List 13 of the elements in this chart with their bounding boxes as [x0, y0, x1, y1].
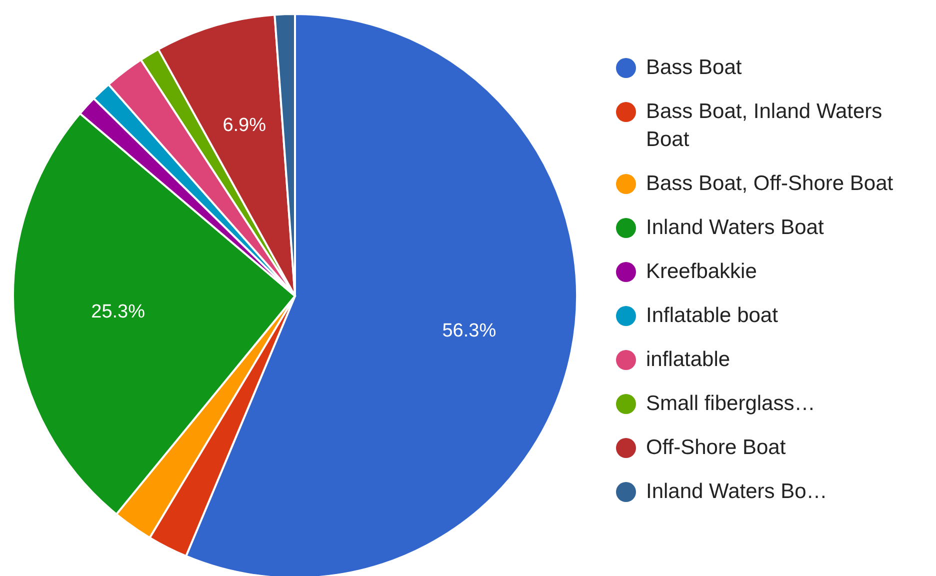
legend-label: Inland Waters Bo… [646, 479, 828, 505]
legend-label: Bass Boat [646, 55, 743, 81]
legend-label: Inland Waters Boat [646, 215, 825, 241]
legend-label: Off-Shore Boat [646, 435, 787, 461]
legend-label: Small fiberglass… [646, 391, 816, 417]
legend-label: Kreefbakkie [646, 259, 758, 285]
legend-label: Bass Boat, Inland Waters Boat [646, 99, 884, 153]
data-label: 25.3% [91, 302, 146, 323]
legend-label: Bass Boat, Off-Shore Boat [646, 171, 894, 197]
data-label: 6.9% [222, 115, 266, 136]
legend-label: Inflatable boat [646, 303, 779, 329]
data-label: 56.3% [442, 320, 496, 342]
legend-label: inflatable [646, 347, 732, 373]
